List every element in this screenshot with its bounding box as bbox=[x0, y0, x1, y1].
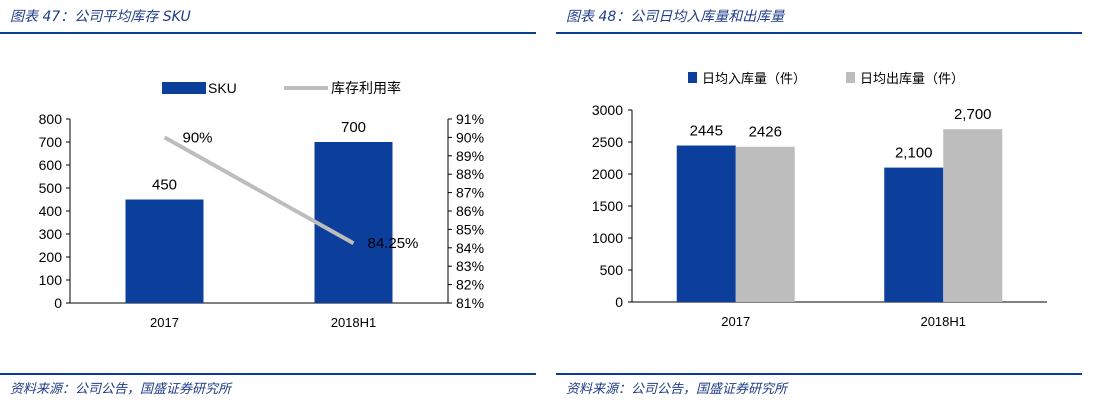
inbound-bar-label: 2445 bbox=[690, 123, 723, 140]
y-tick-label: 3000 bbox=[592, 102, 623, 118]
inbound-outbound-chart: 0 500 1000 1500 2000 2500 3000 2017 2445 2426 2018… bbox=[592, 71, 1047, 329]
right-y-tick-label: 89% bbox=[456, 148, 484, 164]
outbound-bar bbox=[735, 146, 795, 302]
legend-label-utilization: 库存利用率 bbox=[331, 80, 401, 96]
right-y-tick-label: 82% bbox=[456, 277, 484, 293]
left-figure-title: 图表 47：公司平均库存 SKU bbox=[10, 9, 191, 25]
y-tick-label: 1000 bbox=[592, 230, 623, 246]
right-y-tick-label: 88% bbox=[456, 166, 484, 182]
outbound-bar bbox=[943, 129, 1003, 302]
x-category-label: 2017 bbox=[150, 315, 179, 330]
left-y-tick-label: 600 bbox=[39, 157, 63, 173]
y-tick-label: 2000 bbox=[592, 166, 623, 182]
right-y-tick-label: 90% bbox=[456, 129, 484, 145]
sku-utilization-chart: 0 100 200 300 400 500 600 700 800 81% 82% 83% 84% 85%… bbox=[39, 80, 484, 330]
sku-bar-label: 700 bbox=[341, 119, 366, 136]
legend-label-inbound: 日均入库量（件） bbox=[702, 71, 806, 86]
right-title-rule bbox=[556, 32, 1082, 34]
right-y-tick-label: 91% bbox=[456, 111, 484, 127]
right-y-tick-label: 85% bbox=[456, 221, 484, 237]
left-y-tick-label: 200 bbox=[39, 249, 63, 265]
y-tick-label: 2500 bbox=[592, 134, 623, 150]
right-y-tick-label: 81% bbox=[456, 295, 484, 311]
right-y-tick-label: 84% bbox=[456, 240, 484, 256]
sku-bar bbox=[125, 199, 204, 303]
outbound-bar-label: 2,700 bbox=[954, 106, 992, 123]
sku-bar bbox=[314, 142, 393, 303]
left-y-tick-label: 300 bbox=[39, 226, 63, 242]
inbound-bar bbox=[676, 145, 736, 302]
left-source-note: 资料来源：公司公告，国盛证券研究所 bbox=[10, 382, 232, 397]
y-tick-label: 500 bbox=[600, 262, 624, 278]
right-figure-title: 图表 48：公司日均入库量和出库量 bbox=[566, 9, 785, 25]
inbound-bar-label: 2,100 bbox=[895, 145, 933, 162]
utilization-line bbox=[163, 135, 355, 245]
outbound-bar-label: 2426 bbox=[749, 124, 782, 141]
utilization-label: 84.25% bbox=[368, 235, 419, 252]
legend-swatch-inbound bbox=[688, 72, 697, 83]
right-source-rule bbox=[556, 373, 1082, 375]
left-y-tick-label: 500 bbox=[39, 180, 63, 196]
legend-swatch-outbound bbox=[846, 72, 855, 83]
left-y-tick-label: 800 bbox=[39, 111, 63, 127]
x-category-label: 2018H1 bbox=[920, 314, 966, 329]
y-tick-label: 1500 bbox=[592, 198, 623, 214]
left-y-tick-label: 400 bbox=[39, 203, 63, 219]
left-panel: 图表 47：公司平均库存 SKU 0 100 200 300 400 500 600 700 8… bbox=[0, 0, 536, 400]
x-category-label: 2017 bbox=[721, 314, 750, 329]
legend-label-sku: SKU bbox=[208, 80, 237, 96]
legend-label-outbound: 日均出库量（件） bbox=[860, 71, 964, 86]
right-y-tick-label: 83% bbox=[456, 258, 484, 274]
inbound-bar bbox=[884, 167, 944, 302]
left-title-rule bbox=[0, 32, 536, 34]
left-y-tick-label: 0 bbox=[54, 295, 62, 311]
left-y-tick-label: 100 bbox=[39, 272, 63, 288]
right-y-tick-label: 87% bbox=[456, 185, 484, 201]
right-source-note: 资料来源：公司公告，国盛证券研究所 bbox=[566, 382, 788, 397]
legend-swatch-sku bbox=[162, 82, 206, 94]
x-category-label: 2018H1 bbox=[331, 315, 377, 330]
right-panel: 图表 48：公司日均入库量和出库量 0 500 1000 1500 2000 2500 30… bbox=[556, 0, 1093, 400]
y-tick-label: 0 bbox=[615, 294, 623, 310]
right-y-tick-label: 86% bbox=[456, 203, 484, 219]
utilization-label: 90% bbox=[183, 129, 213, 146]
left-source-rule bbox=[0, 373, 536, 375]
sku-bar-label: 450 bbox=[152, 177, 177, 194]
left-y-tick-label: 700 bbox=[39, 134, 63, 150]
